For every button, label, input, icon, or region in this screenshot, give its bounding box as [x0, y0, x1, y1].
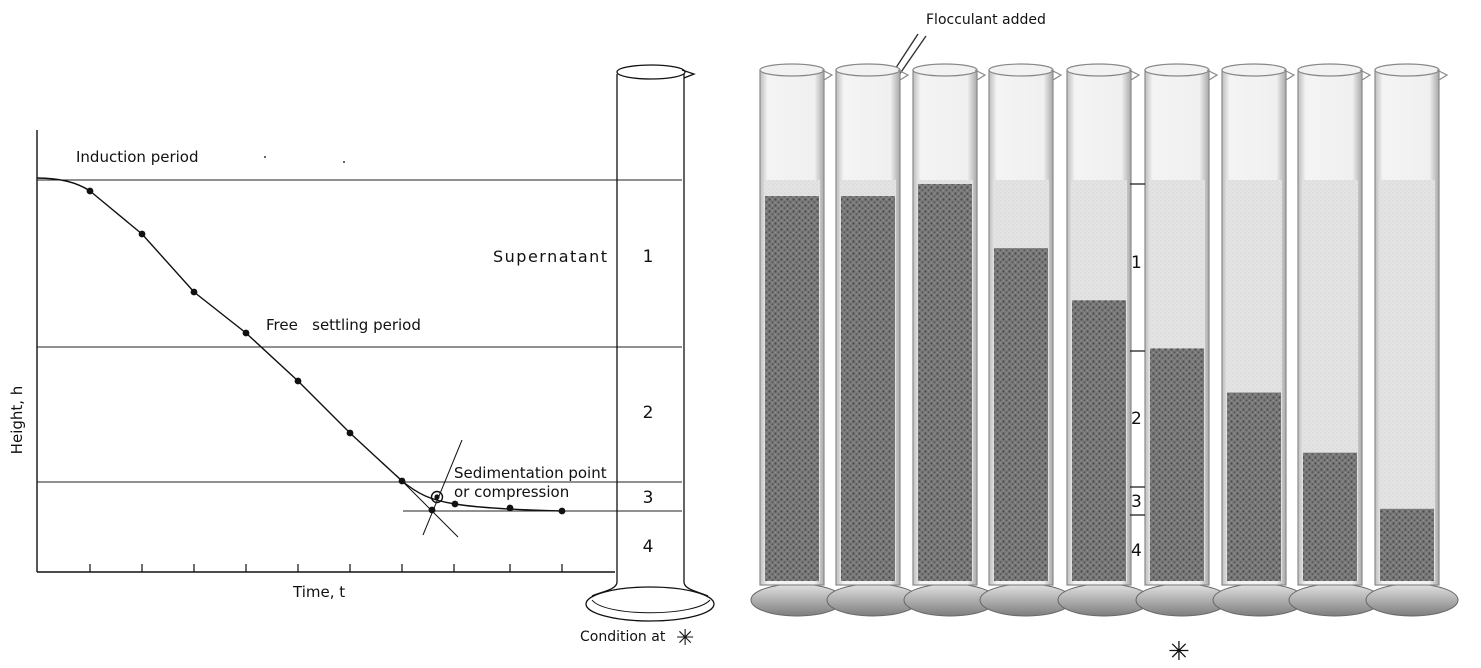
- photo-asterisk-icon: ✳: [1168, 637, 1190, 667]
- data-point: [190, 288, 198, 296]
- tangent-line-2: [395, 474, 459, 538]
- zone-number-3: 3: [643, 488, 654, 508]
- photo-zone-number-3: 3: [1131, 492, 1142, 512]
- cylinder-zone-numbers: 1 2 3 4: [643, 247, 654, 557]
- photo-cylinder: [1135, 63, 1229, 617]
- label-sedimentation-point-1: Sedimentation point: [454, 464, 607, 482]
- cylinder-spout: [1436, 69, 1449, 81]
- cylinder-rim: [616, 64, 686, 80]
- photo-cylinder: [1212, 63, 1306, 617]
- data-point: [451, 500, 459, 508]
- cylinder-sediment: [841, 196, 895, 582]
- cylinder-rim: [988, 63, 1054, 77]
- tangent-line-1: [422, 439, 463, 536]
- cylinder-spout: [974, 69, 987, 81]
- zone-number-1: 1: [643, 247, 654, 267]
- data-point: [558, 507, 566, 515]
- photo-zone-number-4: 4: [1131, 541, 1142, 561]
- cylinder-base: [585, 586, 715, 622]
- cylinder-spout: [1206, 69, 1219, 81]
- zone-number-2: 2: [643, 403, 654, 423]
- cylinder-rim: [1144, 63, 1210, 77]
- cylinder-sediment: [1380, 508, 1434, 581]
- x-axis-ticks: [89, 564, 563, 572]
- cylinder-spout: [1128, 69, 1141, 81]
- photo-zone-marks: [1130, 183, 1145, 516]
- settling-curve: [36, 177, 563, 512]
- data-point: [428, 506, 436, 514]
- cylinder-spout: [1359, 69, 1372, 81]
- label-sedimentation-point-2: or compression: [454, 483, 569, 501]
- cylinder-rim: [759, 63, 825, 77]
- cylinder-spout: [681, 69, 696, 79]
- cylinder-spout: [1283, 69, 1296, 81]
- photo-cylinder: [826, 63, 920, 617]
- zone-number-4: 4: [643, 537, 654, 557]
- data-point: [86, 187, 94, 195]
- data-point: [346, 429, 354, 437]
- data-point: [138, 230, 146, 238]
- sedimentation-point: [434, 494, 440, 500]
- print-speck: [264, 156, 266, 158]
- photo-cylinder: [1288, 63, 1382, 617]
- photo-zone-number-1: 1: [1131, 253, 1142, 273]
- cylinder-sediment: [1227, 392, 1281, 581]
- cylinder-sediment: [994, 248, 1048, 582]
- cylinder-rim: [835, 63, 901, 77]
- cylinder-spout: [1050, 69, 1063, 81]
- photo-cylinder: [1365, 63, 1459, 617]
- cylinder-foot: [1365, 583, 1459, 617]
- data-point: [398, 477, 406, 485]
- cylinder-sediment: [1072, 300, 1126, 581]
- y-axis-label: Height, h: [8, 386, 26, 455]
- photo-cylinder: [979, 63, 1073, 617]
- photo-cylinder: [1057, 63, 1151, 617]
- print-speck: [343, 161, 345, 163]
- cylinder-rim: [912, 63, 978, 77]
- cylinder-rim: [1066, 63, 1132, 77]
- photo-zone-number-2: 2: [1131, 409, 1142, 429]
- settling-graph: Induction period Supernatant Free settli…: [8, 130, 682, 601]
- cylinder-spout: [897, 69, 910, 81]
- caption-condition-at: Condition at: [580, 629, 666, 645]
- photo-cylinder: [750, 63, 844, 617]
- cylinder-drawing: [585, 64, 715, 622]
- label-free-settling-period: Free settling period: [266, 316, 421, 334]
- label-supernatant: Supernatant: [493, 247, 609, 266]
- cylinder-spout: [821, 69, 834, 81]
- cylinder-photo: Flocculant added 1 2 3 4 ✳: [750, 12, 1459, 667]
- cylinder-sediment: [1150, 348, 1204, 581]
- cylinder-sediment: [765, 196, 819, 582]
- cylinder-rim: [1374, 63, 1440, 77]
- photo-cylinder: [903, 63, 997, 617]
- data-point: [242, 329, 250, 337]
- data-point: [506, 504, 514, 512]
- cylinder-rim: [1297, 63, 1363, 77]
- cylinder-sediment: [1303, 452, 1357, 581]
- cylinder-sediment: [918, 184, 972, 581]
- data-point: [294, 377, 302, 385]
- data-points: [86, 187, 566, 515]
- sedimentation-point-ring: [430, 490, 444, 504]
- label-flocculant-added: Flocculant added: [926, 12, 1046, 28]
- cylinder-rim: [1221, 63, 1287, 77]
- label-induction-period: Induction period: [76, 148, 199, 166]
- asterisk-icon: ✳: [676, 626, 694, 651]
- x-axis-label: Time, t: [292, 583, 345, 601]
